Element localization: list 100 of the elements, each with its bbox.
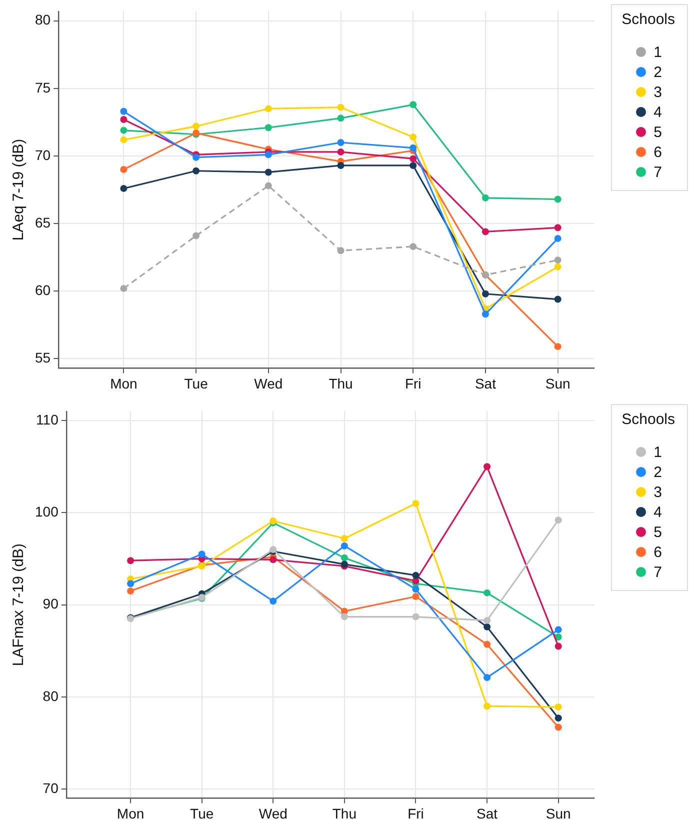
point bbox=[340, 534, 348, 542]
point bbox=[264, 151, 272, 158]
y-tick-label: 70 bbox=[34, 146, 51, 163]
legend-label: 3 bbox=[654, 84, 662, 100]
point bbox=[484, 463, 491, 470]
x-tick-label: Fri bbox=[404, 375, 422, 392]
point bbox=[340, 554, 348, 562]
point bbox=[120, 284, 128, 292]
point bbox=[482, 310, 489, 318]
point bbox=[554, 626, 562, 634]
point bbox=[264, 182, 272, 190]
y-tick-label: 75 bbox=[34, 79, 51, 96]
legend-label: 4 bbox=[654, 104, 662, 120]
point bbox=[554, 634, 562, 641]
point bbox=[554, 234, 562, 242]
legend-label: 2 bbox=[654, 64, 662, 80]
y-tick-label: 90 bbox=[42, 596, 59, 612]
x-tick-label: Thu bbox=[328, 375, 353, 392]
x-tick-label: Sat bbox=[474, 375, 496, 392]
x-tick-label: Sun bbox=[546, 805, 571, 822]
point bbox=[484, 589, 491, 596]
point bbox=[120, 126, 128, 134]
point bbox=[410, 155, 417, 162]
point bbox=[120, 184, 128, 192]
point bbox=[484, 702, 491, 710]
legend-title: Schools bbox=[622, 411, 675, 428]
point bbox=[337, 148, 344, 156]
legend-label: 7 bbox=[654, 164, 662, 180]
point bbox=[337, 138, 344, 146]
point bbox=[412, 593, 420, 600]
y-tick-label: 80 bbox=[42, 688, 59, 704]
point bbox=[264, 105, 272, 112]
point bbox=[270, 598, 277, 605]
legend-label: 6 bbox=[654, 544, 662, 560]
point bbox=[410, 162, 417, 169]
point bbox=[410, 144, 417, 152]
point bbox=[554, 256, 562, 264]
y-tick-label: 80 bbox=[34, 12, 51, 28]
point bbox=[337, 104, 344, 111]
point bbox=[340, 542, 348, 550]
y-tick-label: 65 bbox=[34, 214, 51, 230]
point bbox=[264, 168, 272, 176]
point bbox=[120, 136, 128, 144]
point bbox=[412, 572, 420, 579]
point bbox=[554, 343, 562, 350]
x-tick-label: Thu bbox=[332, 805, 356, 822]
point bbox=[337, 114, 344, 122]
point bbox=[192, 232, 200, 240]
legend-label: 4 bbox=[654, 504, 662, 520]
point bbox=[554, 196, 562, 203]
point bbox=[192, 122, 200, 130]
point bbox=[120, 108, 128, 115]
legend-label: 1 bbox=[654, 444, 662, 460]
point bbox=[410, 134, 417, 141]
point bbox=[554, 516, 562, 524]
x-tick-label: Mon bbox=[116, 805, 144, 822]
y-tick-label: 60 bbox=[34, 282, 51, 298]
point bbox=[484, 623, 491, 630]
point bbox=[410, 243, 417, 250]
point bbox=[127, 557, 134, 564]
legend-label: 1 bbox=[654, 44, 662, 60]
legend-label: 5 bbox=[654, 124, 662, 140]
point bbox=[127, 587, 134, 594]
point bbox=[482, 194, 489, 202]
point bbox=[554, 224, 562, 232]
x-tick-label: Wed bbox=[254, 375, 283, 392]
point bbox=[554, 642, 562, 650]
x-tick-label: Sat bbox=[476, 805, 498, 822]
point bbox=[264, 124, 272, 132]
point bbox=[192, 167, 200, 174]
point bbox=[554, 724, 562, 731]
point bbox=[482, 228, 489, 236]
x-tick-label: Tue bbox=[184, 375, 208, 392]
point bbox=[340, 613, 348, 620]
y-axis-title: LAeq 7-19 (dB) bbox=[10, 138, 28, 241]
y-tick-label: 70 bbox=[42, 780, 59, 796]
y-axis-title: LAFmax 7-19 (dB) bbox=[10, 544, 28, 666]
point bbox=[412, 613, 420, 620]
point bbox=[198, 550, 206, 558]
point bbox=[270, 556, 277, 564]
legend-title: Schools bbox=[622, 11, 675, 28]
y-tick-label: 55 bbox=[34, 350, 51, 366]
point bbox=[554, 704, 562, 711]
point bbox=[484, 674, 491, 682]
point bbox=[337, 162, 344, 169]
point bbox=[410, 101, 417, 108]
point bbox=[484, 640, 491, 648]
legend-label: 7 bbox=[654, 564, 662, 580]
point bbox=[337, 247, 344, 254]
x-tick-label: Fri bbox=[408, 805, 424, 822]
point bbox=[120, 116, 128, 124]
legend-label: 2 bbox=[654, 464, 662, 480]
point bbox=[554, 296, 562, 303]
x-tick-label: Sun bbox=[545, 375, 570, 392]
point bbox=[484, 616, 491, 624]
y-tick-label: 100 bbox=[35, 504, 59, 520]
point bbox=[412, 500, 420, 507]
point bbox=[554, 263, 562, 270]
point bbox=[120, 166, 128, 174]
y-tick-label: 110 bbox=[36, 411, 59, 428]
